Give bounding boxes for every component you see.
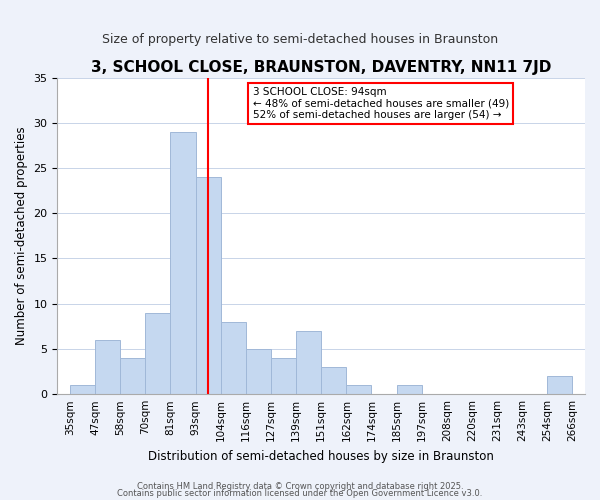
Bar	[95, 340, 120, 394]
Bar	[296, 331, 321, 394]
Text: Contains HM Land Registry data © Crown copyright and database right 2025.: Contains HM Land Registry data © Crown c…	[137, 482, 463, 491]
Bar	[547, 376, 572, 394]
Bar	[221, 322, 246, 394]
Bar	[346, 385, 371, 394]
Bar	[145, 313, 170, 394]
Bar	[70, 385, 95, 394]
Title: 3, SCHOOL CLOSE, BRAUNSTON, DAVENTRY, NN11 7JD: 3, SCHOOL CLOSE, BRAUNSTON, DAVENTRY, NN…	[91, 60, 551, 75]
Bar	[321, 367, 346, 394]
Bar	[196, 177, 221, 394]
Bar	[170, 132, 196, 394]
X-axis label: Distribution of semi-detached houses by size in Braunston: Distribution of semi-detached houses by …	[148, 450, 494, 462]
Bar	[397, 385, 422, 394]
Bar	[271, 358, 296, 394]
Text: Contains public sector information licensed under the Open Government Licence v3: Contains public sector information licen…	[118, 489, 482, 498]
Text: Size of property relative to semi-detached houses in Braunston: Size of property relative to semi-detach…	[102, 32, 498, 46]
Bar	[246, 349, 271, 394]
Text: 3 SCHOOL CLOSE: 94sqm
← 48% of semi-detached houses are smaller (49)
52% of semi: 3 SCHOOL CLOSE: 94sqm ← 48% of semi-deta…	[253, 87, 509, 120]
Y-axis label: Number of semi-detached properties: Number of semi-detached properties	[15, 126, 28, 345]
Bar	[120, 358, 145, 394]
